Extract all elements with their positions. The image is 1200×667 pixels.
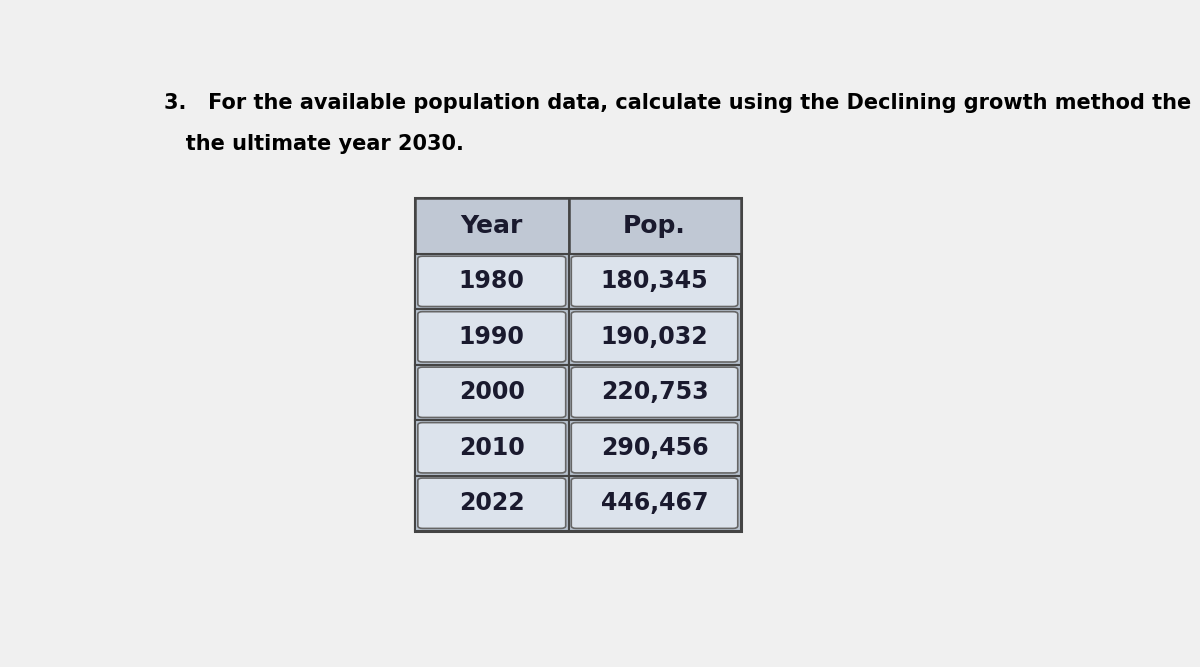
FancyBboxPatch shape [418,367,565,418]
Text: 446,467: 446,467 [601,491,708,515]
Bar [569,309,740,365]
Bar [415,253,569,309]
Text: 3.   For the available population data, calculate using the Declining growth met: 3. For the available population data, ca… [164,93,1200,113]
FancyBboxPatch shape [571,367,738,418]
Bar [569,420,740,476]
Bar [415,309,569,365]
Text: 2000: 2000 [458,380,524,404]
FancyBboxPatch shape [418,311,565,362]
Text: Pop.: Pop. [623,214,686,238]
Bar [415,198,569,253]
Bar [569,476,740,531]
Text: 290,456: 290,456 [601,436,708,460]
FancyBboxPatch shape [418,256,565,307]
FancyBboxPatch shape [418,478,565,528]
Text: 1980: 1980 [458,269,524,293]
Text: the ultimate year 2030.: the ultimate year 2030. [164,134,464,154]
Bar [415,198,740,531]
Text: Year: Year [461,214,523,238]
Text: 190,032: 190,032 [601,325,708,349]
Bar [569,365,740,420]
FancyBboxPatch shape [571,478,738,528]
FancyBboxPatch shape [418,423,565,473]
FancyBboxPatch shape [571,256,738,307]
Text: 1990: 1990 [458,325,524,349]
Bar [569,253,740,309]
FancyBboxPatch shape [571,311,738,362]
Bar [415,365,569,420]
Text: 220,753: 220,753 [601,380,708,404]
Text: 2010: 2010 [458,436,524,460]
FancyBboxPatch shape [571,423,738,473]
Bar [569,198,740,253]
Bar [415,420,569,476]
Bar [415,476,569,531]
Text: 2022: 2022 [458,491,524,515]
Text: 180,345: 180,345 [601,269,708,293]
